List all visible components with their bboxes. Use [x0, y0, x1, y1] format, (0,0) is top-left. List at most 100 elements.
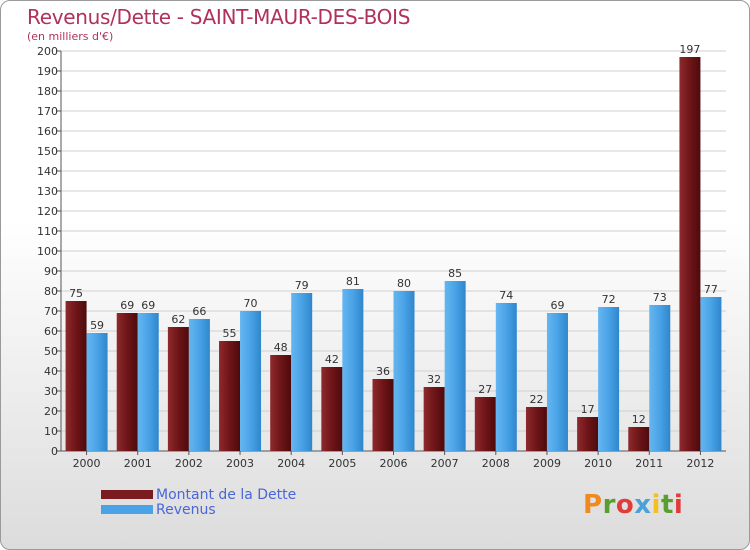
logo-letter: x: [634, 490, 652, 520]
bar-dette: [474, 397, 496, 451]
chart-title: Revenus/Dette - SAINT-MAUR-DES-BOIS: [27, 5, 411, 29]
bar-dette: [372, 379, 394, 451]
legend-item-revenus: Revenus: [101, 501, 296, 518]
x-tick-label: 2006: [380, 457, 408, 470]
data-label-dette: 62: [171, 313, 185, 326]
data-label-revenus: 66: [192, 305, 206, 318]
data-label-revenus: 77: [704, 283, 718, 296]
proxiti-logo: Proxiti: [583, 490, 683, 520]
y-tick-label: 150: [37, 145, 58, 158]
logo-letter: r: [602, 490, 616, 520]
x-tick-label: 2008: [482, 457, 510, 470]
data-label-dette: 17: [581, 403, 595, 416]
bar-revenus: [188, 319, 210, 451]
data-label-revenus: 69: [550, 299, 564, 312]
y-tick-label: 90: [44, 265, 58, 278]
bar-revenus: [444, 281, 466, 451]
data-label-revenus: 85: [448, 267, 462, 280]
x-tick-label: 2003: [226, 457, 254, 470]
bar-revenus: [700, 297, 722, 451]
data-label-dette: 48: [274, 341, 288, 354]
y-tick-label: 190: [37, 65, 58, 78]
y-tick-label: 180: [37, 85, 58, 98]
bar-dette: [679, 57, 701, 451]
logo-letter: i: [651, 490, 661, 520]
bar-dette: [628, 427, 650, 451]
bar-dette: [167, 327, 189, 451]
x-tick-label: 2010: [584, 457, 612, 470]
logo-letter: i: [673, 490, 684, 520]
legend-swatch-revenus: [101, 505, 153, 514]
data-label-dette: 42: [325, 353, 339, 366]
bar-revenus: [649, 305, 671, 451]
y-tick-label: 130: [37, 185, 58, 198]
data-label-revenus: 69: [141, 299, 155, 312]
y-tick-label: 0: [51, 445, 58, 458]
bar-revenus: [342, 289, 364, 451]
legend-label-revenus: Revenus: [156, 501, 216, 518]
data-label-revenus: 81: [346, 275, 360, 288]
bar-revenus: [291, 293, 313, 451]
bar-dette: [116, 313, 138, 451]
data-label-dette: 69: [120, 299, 134, 312]
data-label-dette: 36: [376, 365, 390, 378]
legend-label-dette: Montant de la Dette: [156, 486, 297, 503]
data-label-revenus: 70: [244, 297, 258, 310]
y-tick-label: 30: [44, 385, 58, 398]
data-label-revenus: 73: [653, 291, 667, 304]
bar-dette: [577, 417, 599, 451]
y-tick-label: 70: [44, 305, 58, 318]
x-tick-label: 2000: [73, 457, 101, 470]
bar-dette: [321, 367, 343, 451]
bar-revenus: [598, 307, 620, 451]
data-label-revenus: 80: [397, 277, 411, 290]
y-tick-label: 60: [44, 325, 58, 338]
x-tick-label: 2001: [124, 457, 152, 470]
data-label-revenus: 72: [602, 293, 616, 306]
y-tick-label: 80: [44, 285, 58, 298]
bar-revenus: [546, 313, 568, 451]
bar-revenus: [137, 313, 159, 451]
data-label-dette: 22: [529, 393, 543, 406]
data-label-dette: 12: [632, 413, 646, 426]
x-tick-label: 2012: [686, 457, 714, 470]
data-label-dette: 75: [69, 287, 83, 300]
data-label-revenus: 74: [499, 289, 513, 302]
bar-revenus: [240, 311, 262, 451]
x-tick-label: 2007: [431, 457, 459, 470]
data-label-dette: 197: [679, 43, 700, 56]
bar-revenus: [495, 303, 517, 451]
bar-dette: [423, 387, 445, 451]
y-tick-label: 160: [37, 125, 58, 138]
bar-dette: [270, 355, 292, 451]
y-tick-label: 120: [37, 205, 58, 218]
y-tick-label: 40: [44, 365, 58, 378]
bar-revenus: [393, 291, 415, 451]
y-tick-label: 110: [37, 225, 58, 238]
x-tick-label: 2002: [175, 457, 203, 470]
x-tick-label: 2005: [328, 457, 356, 470]
logo-letter: t: [660, 490, 674, 520]
y-tick-label: 10: [44, 425, 58, 438]
legend-item-dette: Montant de la Dette: [101, 486, 297, 503]
data-label-revenus: 79: [295, 279, 309, 292]
x-tick-label: 2004: [277, 457, 305, 470]
data-label-dette: 55: [223, 327, 237, 340]
y-tick-label: 200: [37, 45, 58, 58]
bar-dette: [65, 301, 87, 451]
data-label-dette: 27: [478, 383, 492, 396]
bar-dette: [219, 341, 241, 451]
legend: Montant de la Dette Revenus: [101, 486, 297, 518]
y-tick-label: 50: [44, 345, 58, 358]
y-tick-label: 20: [44, 405, 58, 418]
bar-dette: [525, 407, 547, 451]
legend-swatch-dette: [101, 490, 153, 499]
bar-revenus: [86, 333, 108, 451]
x-tick-label: 2011: [635, 457, 663, 470]
y-tick-label: 100: [37, 245, 58, 258]
x-tick-label: 2009: [533, 457, 561, 470]
logo-letter: P: [583, 490, 603, 520]
data-label-revenus: 59: [90, 319, 104, 332]
